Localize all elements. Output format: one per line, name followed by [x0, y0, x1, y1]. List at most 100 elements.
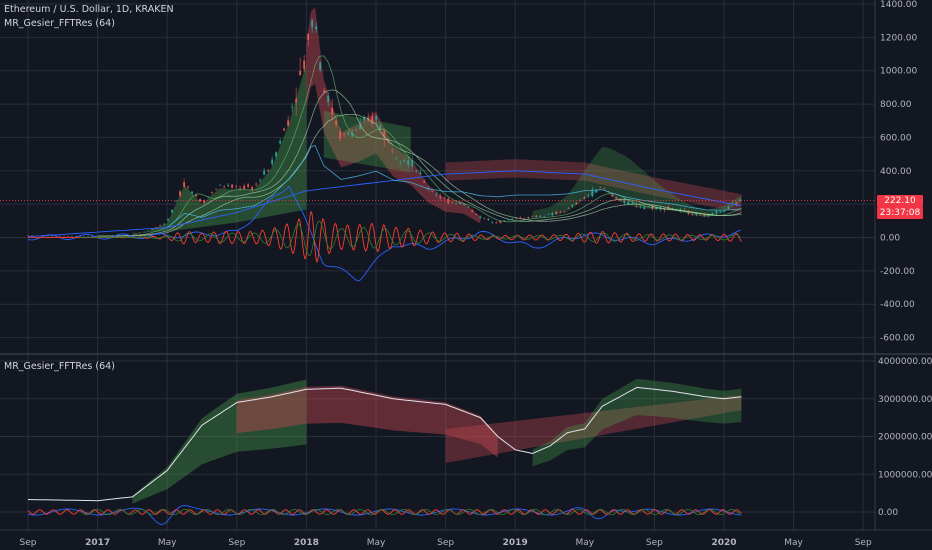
- red-band: [236, 385, 498, 458]
- green-band: [132, 63, 307, 236]
- candle: [495, 221, 498, 224]
- candle: [303, 54, 306, 73]
- candle: [59, 235, 61, 237]
- candle: [71, 235, 73, 237]
- candle: [147, 230, 149, 232]
- candle: [523, 217, 526, 219]
- candle: [491, 220, 494, 224]
- candle: [587, 193, 590, 198]
- indicator-lines: [0, 55, 875, 525]
- red-band: [445, 159, 742, 213]
- candle: [531, 215, 534, 218]
- candle: [423, 179, 426, 184]
- candle: [295, 87, 298, 116]
- candle: [75, 235, 77, 237]
- lower-red-oscillator: [27, 509, 742, 515]
- candle: [443, 196, 446, 199]
- candle: [579, 199, 582, 202]
- overlay-indicator-label[interactable]: MR_Gesier_FFTRes (64): [4, 18, 115, 29]
- countdown-badge: 23:37:08: [877, 207, 923, 219]
- candle: [699, 214, 702, 216]
- price-axis[interactable]: 1400.00 1200.00 1000.00 800.00 600.00 400.00 2…: [878, 0, 932, 518]
- candle: [723, 210, 726, 213]
- red-oscillator-line: [27, 211, 742, 264]
- candle: [211, 191, 213, 195]
- candle: [327, 91, 330, 107]
- time-tick-label: Sep: [437, 538, 454, 548]
- time-tick-label: 2017: [85, 538, 110, 548]
- candle: [735, 201, 738, 207]
- candle: [267, 168, 270, 172]
- candle: [555, 210, 558, 215]
- time-axis[interactable]: Sep 2017 May Sep 2018 May Sep 2019 May Sep 2020 May…: [20, 538, 872, 548]
- candle: [271, 156, 274, 167]
- candle: [615, 197, 618, 200]
- candle: [479, 215, 482, 220]
- candle: [363, 114, 366, 124]
- candle: [27, 235, 29, 237]
- time-tick-label: May: [158, 538, 177, 548]
- price-tick-label: 600.00: [880, 133, 912, 143]
- candle: [259, 178, 262, 183]
- candle: [167, 218, 169, 222]
- time-tick-label: Sep: [20, 538, 37, 548]
- candle: [291, 103, 294, 112]
- candle: [83, 235, 85, 237]
- candle: [275, 151, 278, 160]
- candle: [183, 178, 185, 188]
- last-price-badge: 222.10: [877, 195, 923, 207]
- candle: [375, 115, 378, 124]
- candle: [431, 189, 434, 193]
- price-tick-label: 1400.00: [880, 0, 917, 10]
- candle: [399, 160, 402, 167]
- candle: [403, 157, 406, 163]
- candle: [227, 182, 229, 188]
- candle: [163, 222, 165, 226]
- price-tick-label: -600.00: [880, 334, 915, 344]
- price-tick-label: -400.00: [880, 300, 915, 310]
- candle: [635, 204, 638, 208]
- price-tick-label: 1200.00: [880, 33, 917, 43]
- candle: [219, 184, 221, 187]
- candle: [483, 217, 486, 220]
- candle: [191, 191, 193, 196]
- candle: [231, 184, 234, 189]
- lower-indicator-label[interactable]: MR_Gesier_FFTRes (64): [4, 361, 115, 372]
- price-tick-label: -200.00: [880, 267, 915, 277]
- price-tick-label: 800.00: [880, 100, 912, 110]
- indicator-white-line: [27, 386, 742, 502]
- candle: [567, 206, 570, 209]
- time-tick-label: 2018: [294, 538, 319, 548]
- candle: [87, 235, 89, 237]
- candle: [583, 196, 586, 200]
- time-tick-label: Sep: [855, 538, 872, 548]
- time-tick-label: May: [367, 538, 386, 548]
- candle: [315, 22, 318, 33]
- candle: [383, 128, 386, 148]
- candle: [499, 220, 502, 224]
- price-tick-label: 0.00: [880, 234, 900, 244]
- candle: [451, 201, 454, 204]
- candle: [223, 185, 225, 189]
- candle: [175, 200, 177, 203]
- time-tick-label: Sep: [646, 538, 663, 548]
- moving-average-line: [97, 55, 742, 237]
- candle: [215, 188, 217, 190]
- candle: [407, 156, 410, 169]
- time-tick-label: 2020: [711, 538, 736, 548]
- lower-blue-oscillator: [27, 505, 742, 525]
- green-band: [132, 379, 307, 504]
- candle: [447, 197, 450, 205]
- candle: [339, 127, 342, 142]
- candle: [507, 219, 510, 221]
- price-tick-label: 1000.00: [880, 67, 917, 77]
- candle: [343, 132, 346, 138]
- price-tick-label: 400.00: [880, 167, 912, 177]
- candle: [255, 182, 258, 187]
- candle: [367, 112, 370, 124]
- candle: [535, 214, 538, 217]
- candle: [179, 189, 181, 198]
- candle: [139, 232, 141, 234]
- candle: [551, 211, 554, 217]
